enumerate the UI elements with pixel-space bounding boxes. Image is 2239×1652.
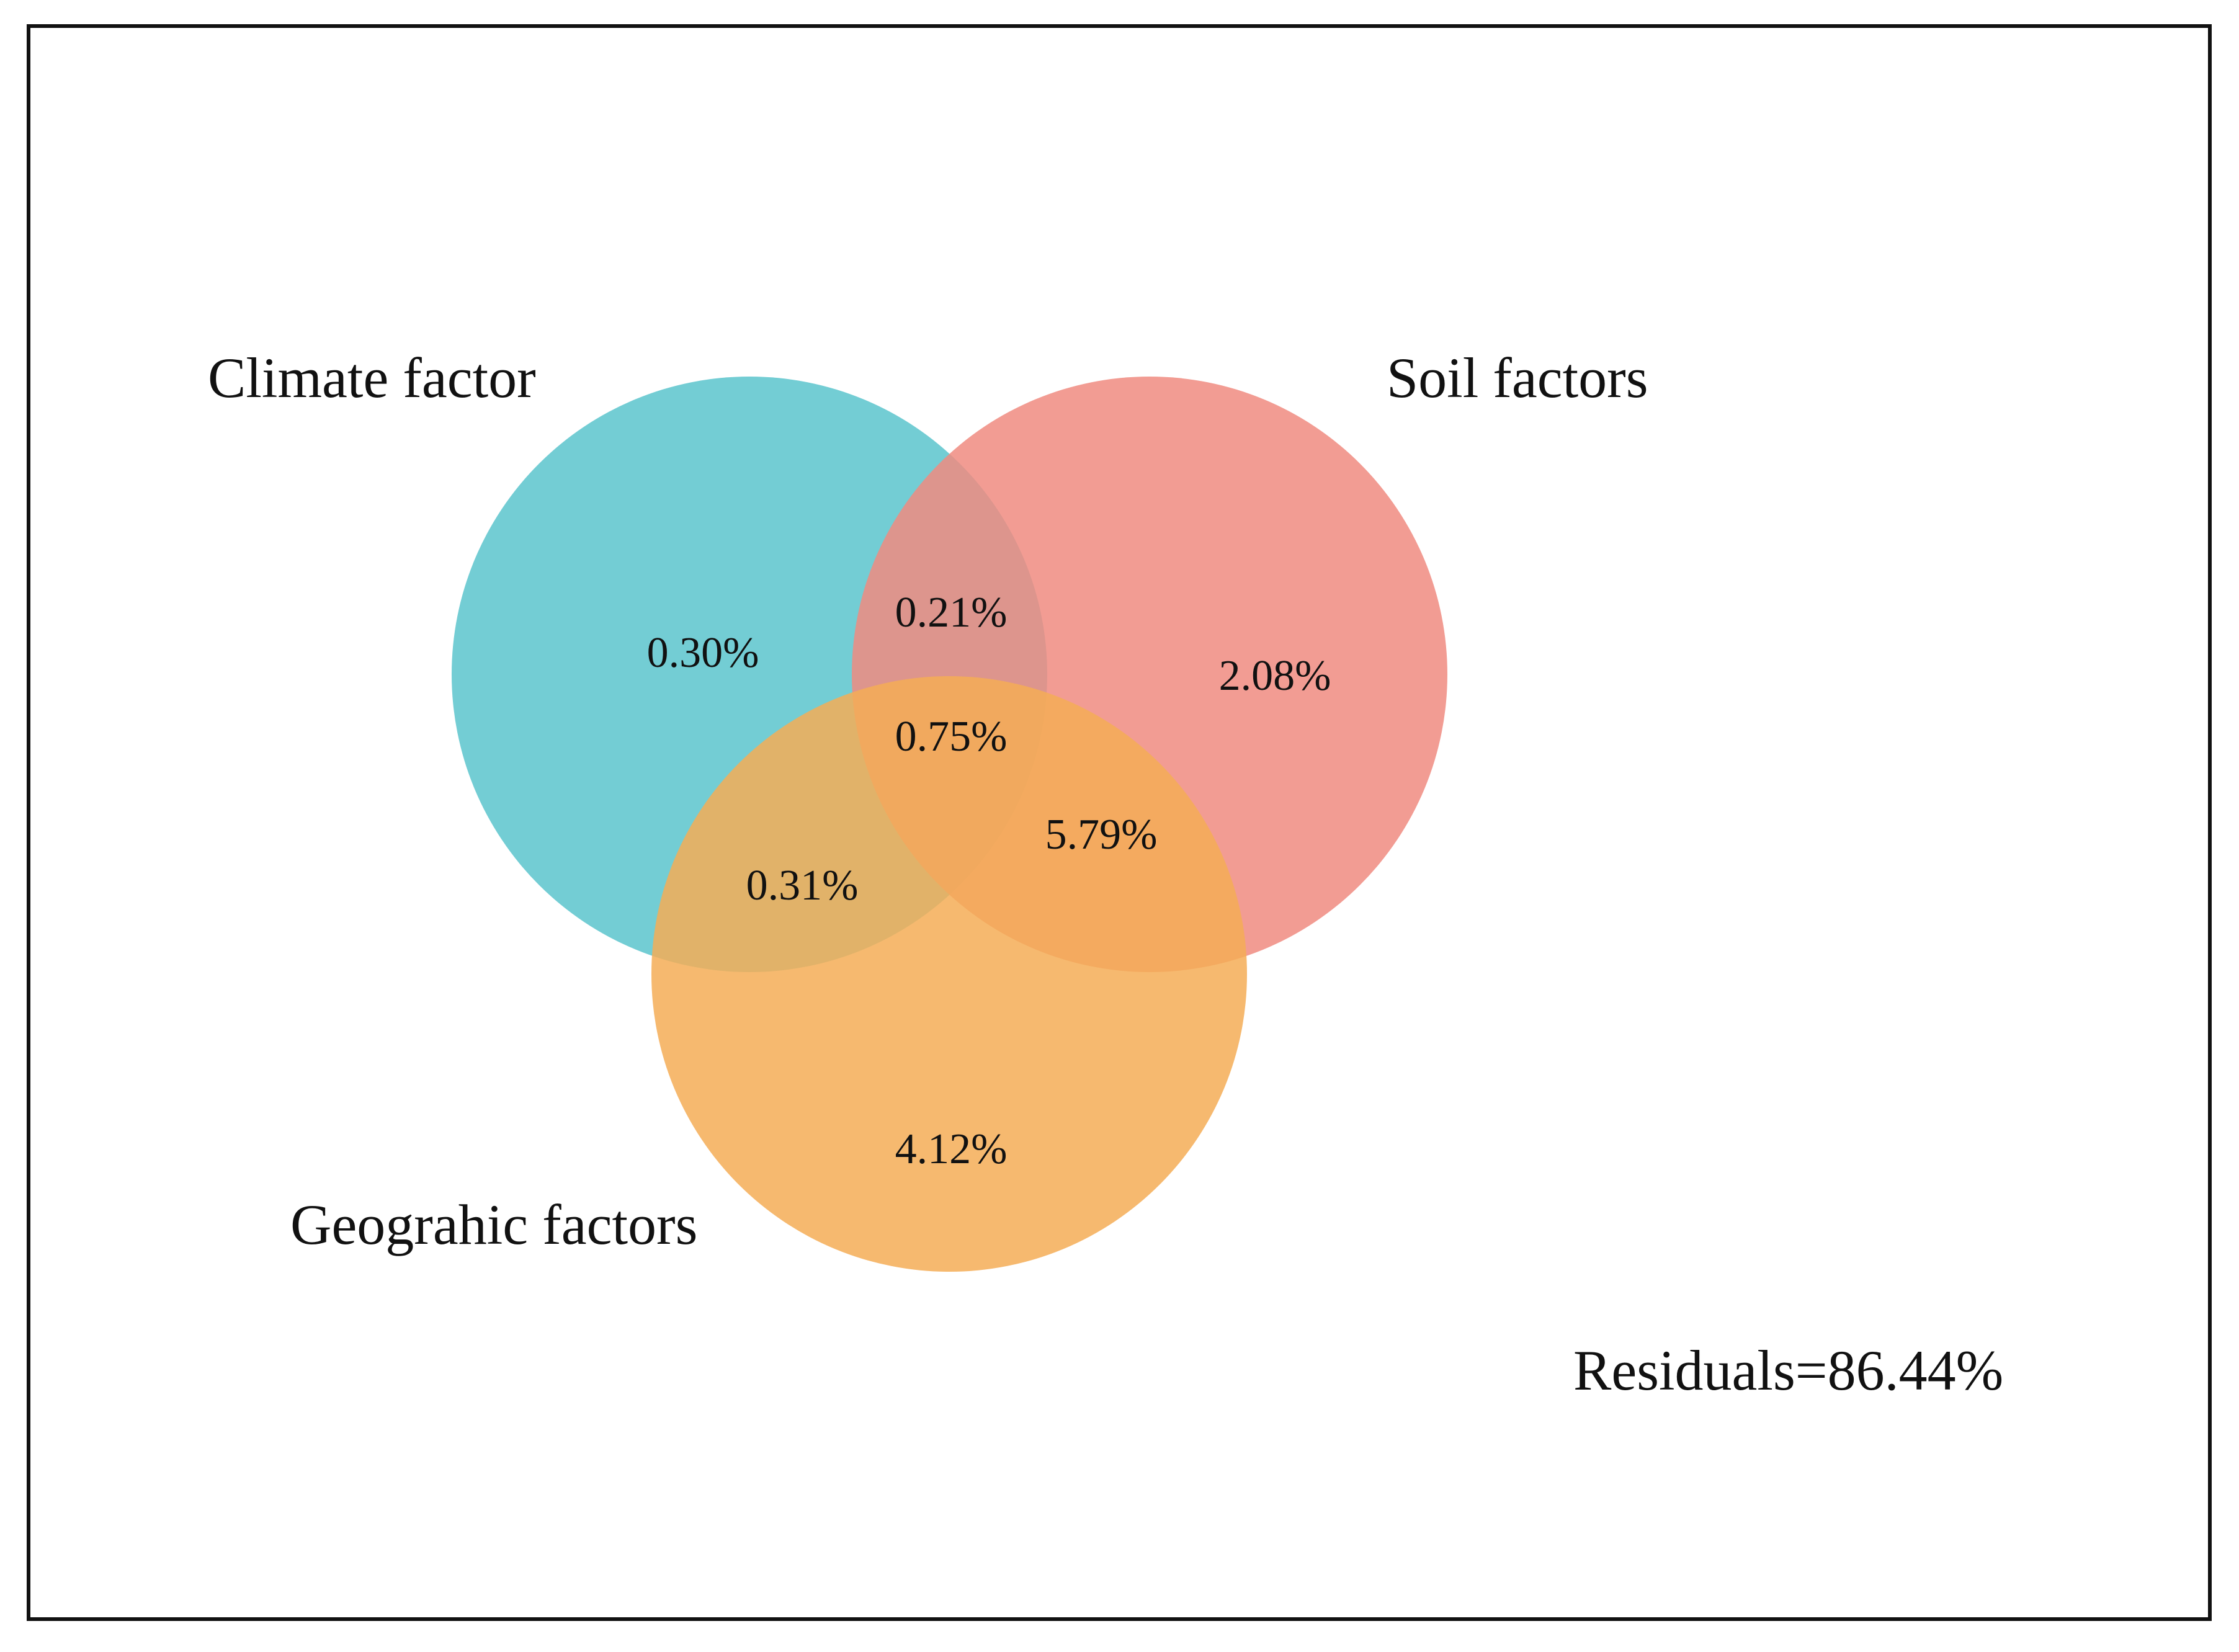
climate-factor-label: Climate factor [208, 346, 536, 409]
soil-only-value: 2.08% [1219, 652, 1331, 700]
soil-geographic-value: 5.79% [1045, 811, 1158, 859]
geographic-only-value: 4.12% [895, 1125, 1008, 1173]
residuals-label: Residuals=86.44% [1573, 1339, 2003, 1402]
climate-geographic-value: 0.31% [746, 862, 859, 909]
climate-soil-value: 0.21% [895, 589, 1008, 636]
all-three-value: 0.75% [895, 713, 1008, 761]
climate-only-value: 0.30% [647, 629, 759, 677]
geographic-factors-label: Geograhic factors [290, 1193, 697, 1256]
soil-factors-label: Soil factors [1387, 346, 1648, 409]
geographic-factors-circle [651, 676, 1247, 1272]
